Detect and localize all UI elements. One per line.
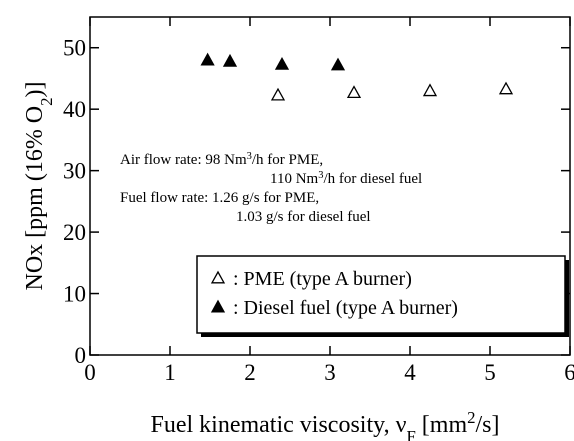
label-part: Fuel flow rate: 1.26 g/s for PME, [120,190,319,206]
marker [498,81,514,95]
marker [210,270,226,284]
y-tick-label: 0 [75,343,87,368]
x-tick-label: 0 [84,360,96,385]
legend-label: : Diesel fuel (type A burner) [233,297,458,319]
annotation: Fuel flow rate: 1.26 g/s for PME, [120,190,319,206]
legend [196,255,566,334]
label-part: 1.03 g/s for diesel fuel [236,209,371,225]
label-part: )] [22,81,48,97]
annotation: 1.03 g/s for diesel fuel [236,209,371,225]
y-tick-label: 50 [63,36,86,61]
label-part: /s] [476,412,500,438]
x-tick-label: 6 [564,360,574,385]
label-part: 110 Nm [270,171,319,187]
legend-label: : PME (type A burner) [233,268,412,290]
y-tick-label: 30 [63,159,86,184]
y-tick-label: 10 [63,282,86,307]
marker [270,87,286,101]
label-part: /h for diesel fuel [323,171,422,187]
marker [210,299,226,313]
marker [222,53,238,67]
x-tick-label: 5 [484,360,496,385]
label-part: 3 [247,151,252,162]
y-tick-label: 40 [63,97,86,122]
y-axis-label: NOx [ppm (16% O2)] [22,81,56,290]
marker [274,56,290,70]
label-part: 3 [318,170,323,181]
label-part: NOx [ppm (16% O [22,106,48,291]
marker [346,85,362,99]
x-tick-label: 1 [164,360,176,385]
marker [422,83,438,97]
annotation: 110 Nm3/h for diesel fuel [270,170,422,188]
label-part: [mm [416,412,468,438]
x-tick-label: 2 [244,360,256,385]
label-part: 2 [37,97,56,105]
x-tick-label: 4 [404,360,416,385]
marker [330,57,346,71]
marker [200,52,215,66]
label-part: Air flow rate: 98 Nm [120,152,247,168]
x-tick-label: 3 [324,360,336,385]
y-tick-label: 20 [63,220,86,245]
label-part: 2 [467,408,475,427]
label-part: F [406,427,415,441]
annotation: Air flow rate: 98 Nm3/h for PME, [120,151,323,169]
x-axis-label: Fuel kinematic viscosity, νF [mm2/s] [151,408,500,441]
label-part: Fuel kinematic viscosity, ν [151,412,407,438]
label-part: /h for PME, [252,152,323,168]
